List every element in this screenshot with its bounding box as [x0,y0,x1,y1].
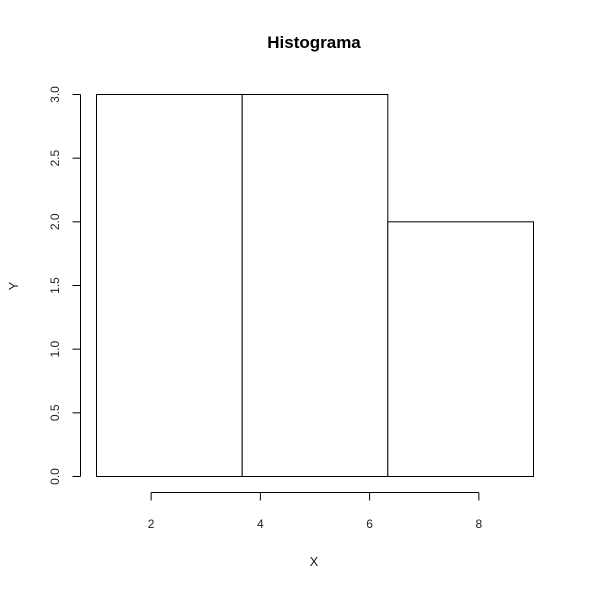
chart-title: Histograma [267,33,361,52]
y-tick-label-3: 1.0 [48,341,62,358]
histogram-bar-1 [96,94,243,477]
y-tick-label-6: 2.5 [48,150,62,167]
histogram-bar-2 [241,94,389,477]
y-tick-label-5: 2.0 [48,213,62,230]
x-axis: 2 4 6 8 [148,492,483,531]
x-tick-label-2: 4 [257,517,264,531]
y-axis-label: Y [6,281,21,290]
bars-group [96,94,534,477]
y-axis: 0.0 0.5 1.0 1.5 2.0 2.5 3.0 [48,86,81,485]
x-tick-label-4: 8 [476,517,483,531]
x-axis-label: X [310,554,319,569]
x-tick-label-3: 6 [366,517,373,531]
y-tick-label-4: 1.5 [48,277,62,294]
histogram-bar-3 [387,221,534,477]
y-tick-label-7: 3.0 [48,86,62,103]
x-tick-label-1: 2 [148,517,155,531]
y-tick-label-2: 0.5 [48,404,62,421]
y-tick-label-1: 0.0 [48,468,62,485]
